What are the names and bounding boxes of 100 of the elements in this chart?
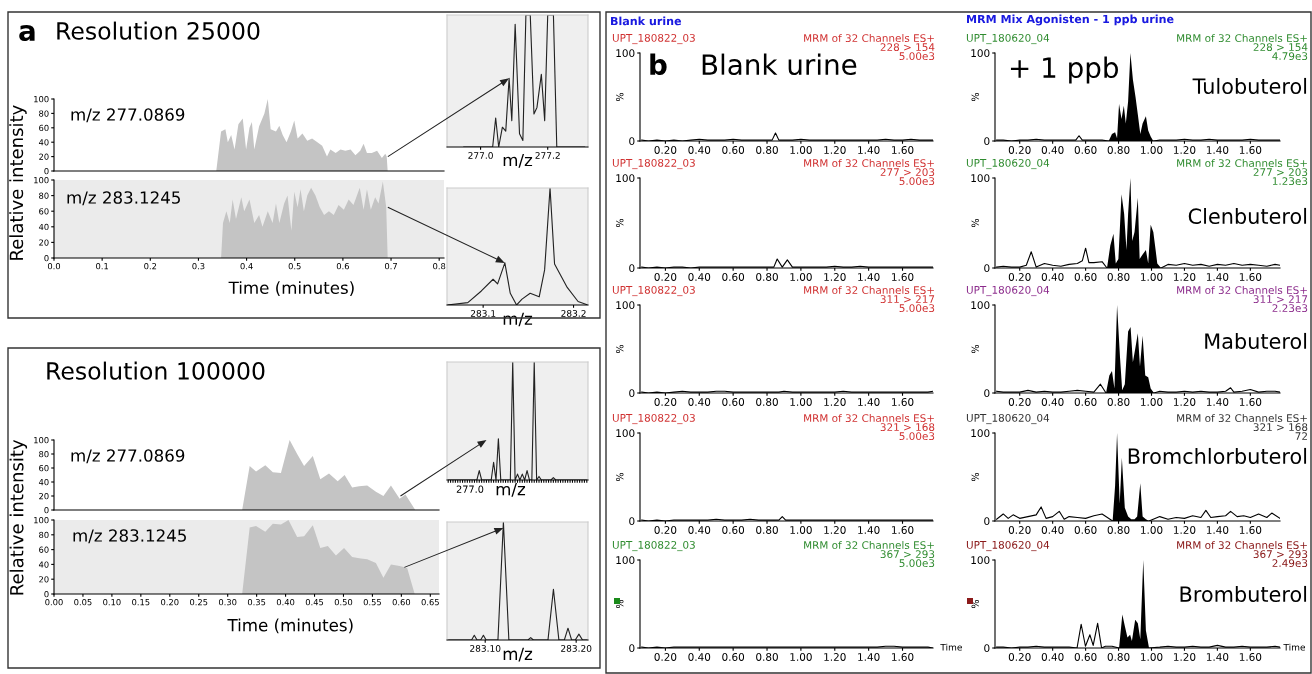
x-tick-label: 0.20: [654, 273, 677, 281]
x-tick-label: 0.20: [654, 653, 677, 661]
x-tick-label: 0.40: [1041, 273, 1064, 281]
annotation: 4.79e3: [1272, 52, 1308, 61]
text: MRM of 32 Channels ES+: [804, 413, 934, 423]
x-tick-label: 0.60: [1074, 526, 1097, 534]
x-tick-label: 277.2: [535, 152, 560, 159]
y-tick-label: 40: [38, 223, 49, 231]
x-tick-label: 0.45: [305, 599, 324, 606]
x-tick-label: 0.60: [1074, 273, 1097, 281]
y-tick-label: 20: [39, 153, 49, 160]
x-tick-label: 0.7: [384, 263, 397, 270]
x-axis-title: Time: [1283, 643, 1306, 651]
y-tick-label: 20: [39, 239, 49, 246]
y-axis-title: %: [971, 344, 979, 354]
x-tick-label: 0.50: [334, 599, 353, 606]
y-tick-label: 60: [39, 124, 49, 132]
y-tick-label: 0: [629, 389, 635, 398]
text: 367 > 293: [880, 550, 935, 559]
x-tick-label: 1.00: [1141, 273, 1163, 281]
x-tick-label: 1.20: [824, 146, 846, 154]
text: MRM of 32 Channels ES+: [1177, 158, 1307, 168]
annotation: + 1 ppb: [1010, 56, 1118, 84]
x-tick-label: 0.80: [756, 146, 778, 154]
x-tick-label: 0.1: [96, 263, 109, 270]
x-tick-label: 1.20: [824, 273, 846, 281]
y-tick-label: 0: [44, 590, 49, 598]
y-tick-label: 80: [39, 450, 49, 458]
text: 311 > 217: [880, 295, 935, 304]
x-axis-title: Time (minutes): [227, 618, 353, 634]
x-tick-label: 0.40: [688, 526, 711, 534]
x-tick-label: 283.20: [561, 645, 592, 652]
x-tick-label: 0.30: [218, 599, 237, 606]
text: 311 > 217: [1253, 295, 1308, 304]
x-tick-label: 1.20: [1174, 653, 1196, 661]
annotation: m/z 283.1245: [67, 191, 180, 206]
x-tick-label: 1.60: [892, 526, 914, 534]
x-tick-label: 0.40: [276, 599, 295, 606]
text: MRM of 32 Channels ES+: [804, 33, 934, 43]
text: 321 > 168: [880, 423, 935, 432]
y-tick-label: 100: [971, 556, 990, 565]
x-tick-label: 1.00: [790, 526, 812, 534]
y-axis-title: %: [616, 92, 624, 102]
x-tick-label: 0.55: [363, 599, 381, 606]
x-tick-label: 1.40: [1206, 146, 1229, 154]
x-tick-label: 0.40: [1041, 526, 1064, 534]
x-tick-label: 0.60: [722, 146, 745, 154]
y-axis-title: %: [971, 218, 979, 228]
text: 277.0: [456, 485, 484, 493]
text: MRM of 32 Channels ES+: [1177, 33, 1307, 43]
x-tick-label: 1.20: [1174, 526, 1196, 534]
text: UPT_180620_04: [966, 158, 1050, 170]
text: MRM of 32 Channels ES+: [804, 285, 934, 295]
x-tick-label: 0.80: [756, 653, 778, 661]
x-tick-label: 0.60: [722, 653, 745, 661]
y-tick-label: 0: [44, 254, 49, 262]
x-axis-title: Time (minutes): [228, 281, 354, 296]
y-tick-label: 40: [38, 561, 49, 568]
x-tick-label: 0.60: [1074, 653, 1097, 661]
annotation: 2.23e3: [1272, 304, 1308, 313]
x-tick-label: 0.0: [47, 263, 61, 270]
text: UPT_180822_03: [612, 540, 695, 552]
x-tick-label: 0.20: [161, 599, 179, 606]
y-tick-label: 20: [39, 492, 49, 500]
annotation: 5.00e3: [899, 177, 935, 186]
annotation: 1.23e3: [1272, 177, 1308, 186]
y-tick-label: 60: [39, 208, 49, 215]
text: 321 > 168: [1253, 423, 1308, 432]
y-tick-label: 0: [984, 264, 990, 273]
annotation: Clenbuterol: [1188, 207, 1307, 225]
y-axis-title: %: [971, 92, 979, 102]
text: MRM of 32 Channels ES+: [804, 540, 934, 550]
y-tick-label: 0: [44, 506, 49, 514]
y-tick-label: 100: [971, 49, 990, 58]
annotation: m/z 277.0869: [71, 108, 185, 123]
x-tick-label: 0.65: [421, 599, 439, 606]
annotation: Blank urine: [702, 53, 857, 76]
x-tick-label: 0.60: [722, 273, 745, 281]
chart-title: Resolution 25000: [57, 21, 260, 40]
annotation: Brombuterol: [1180, 585, 1307, 603]
text: UPT_180620_04: [966, 285, 1050, 297]
x-tick-label: 0.2: [144, 263, 157, 270]
x-tick-label: 0.20: [1008, 146, 1031, 154]
text: MRM of 32 Channels ES+: [804, 158, 934, 168]
x-axis-title: Time: [940, 643, 962, 651]
text: UPT_180822_03: [612, 158, 695, 170]
x-tick-label: 1.00: [1141, 653, 1163, 661]
x-tick-label: 1.00: [1141, 526, 1163, 534]
y-tick-label: 100: [616, 429, 635, 438]
x-tick-label: 1.00: [790, 146, 812, 154]
y-tick-label: 40: [38, 139, 49, 146]
text: UPT_180620_04: [966, 540, 1050, 552]
y-axis-title: %: [616, 344, 624, 354]
y-tick-label: 100: [34, 436, 49, 444]
y-tick-label: 100: [971, 301, 990, 310]
x-axis-title: m/z: [496, 483, 526, 497]
x-tick-label: 1.20: [824, 526, 846, 534]
x-tick-label: 0.3: [192, 263, 205, 270]
text: UPT_180822_03: [612, 33, 695, 45]
x-tick-label: 1.40: [1206, 398, 1229, 406]
